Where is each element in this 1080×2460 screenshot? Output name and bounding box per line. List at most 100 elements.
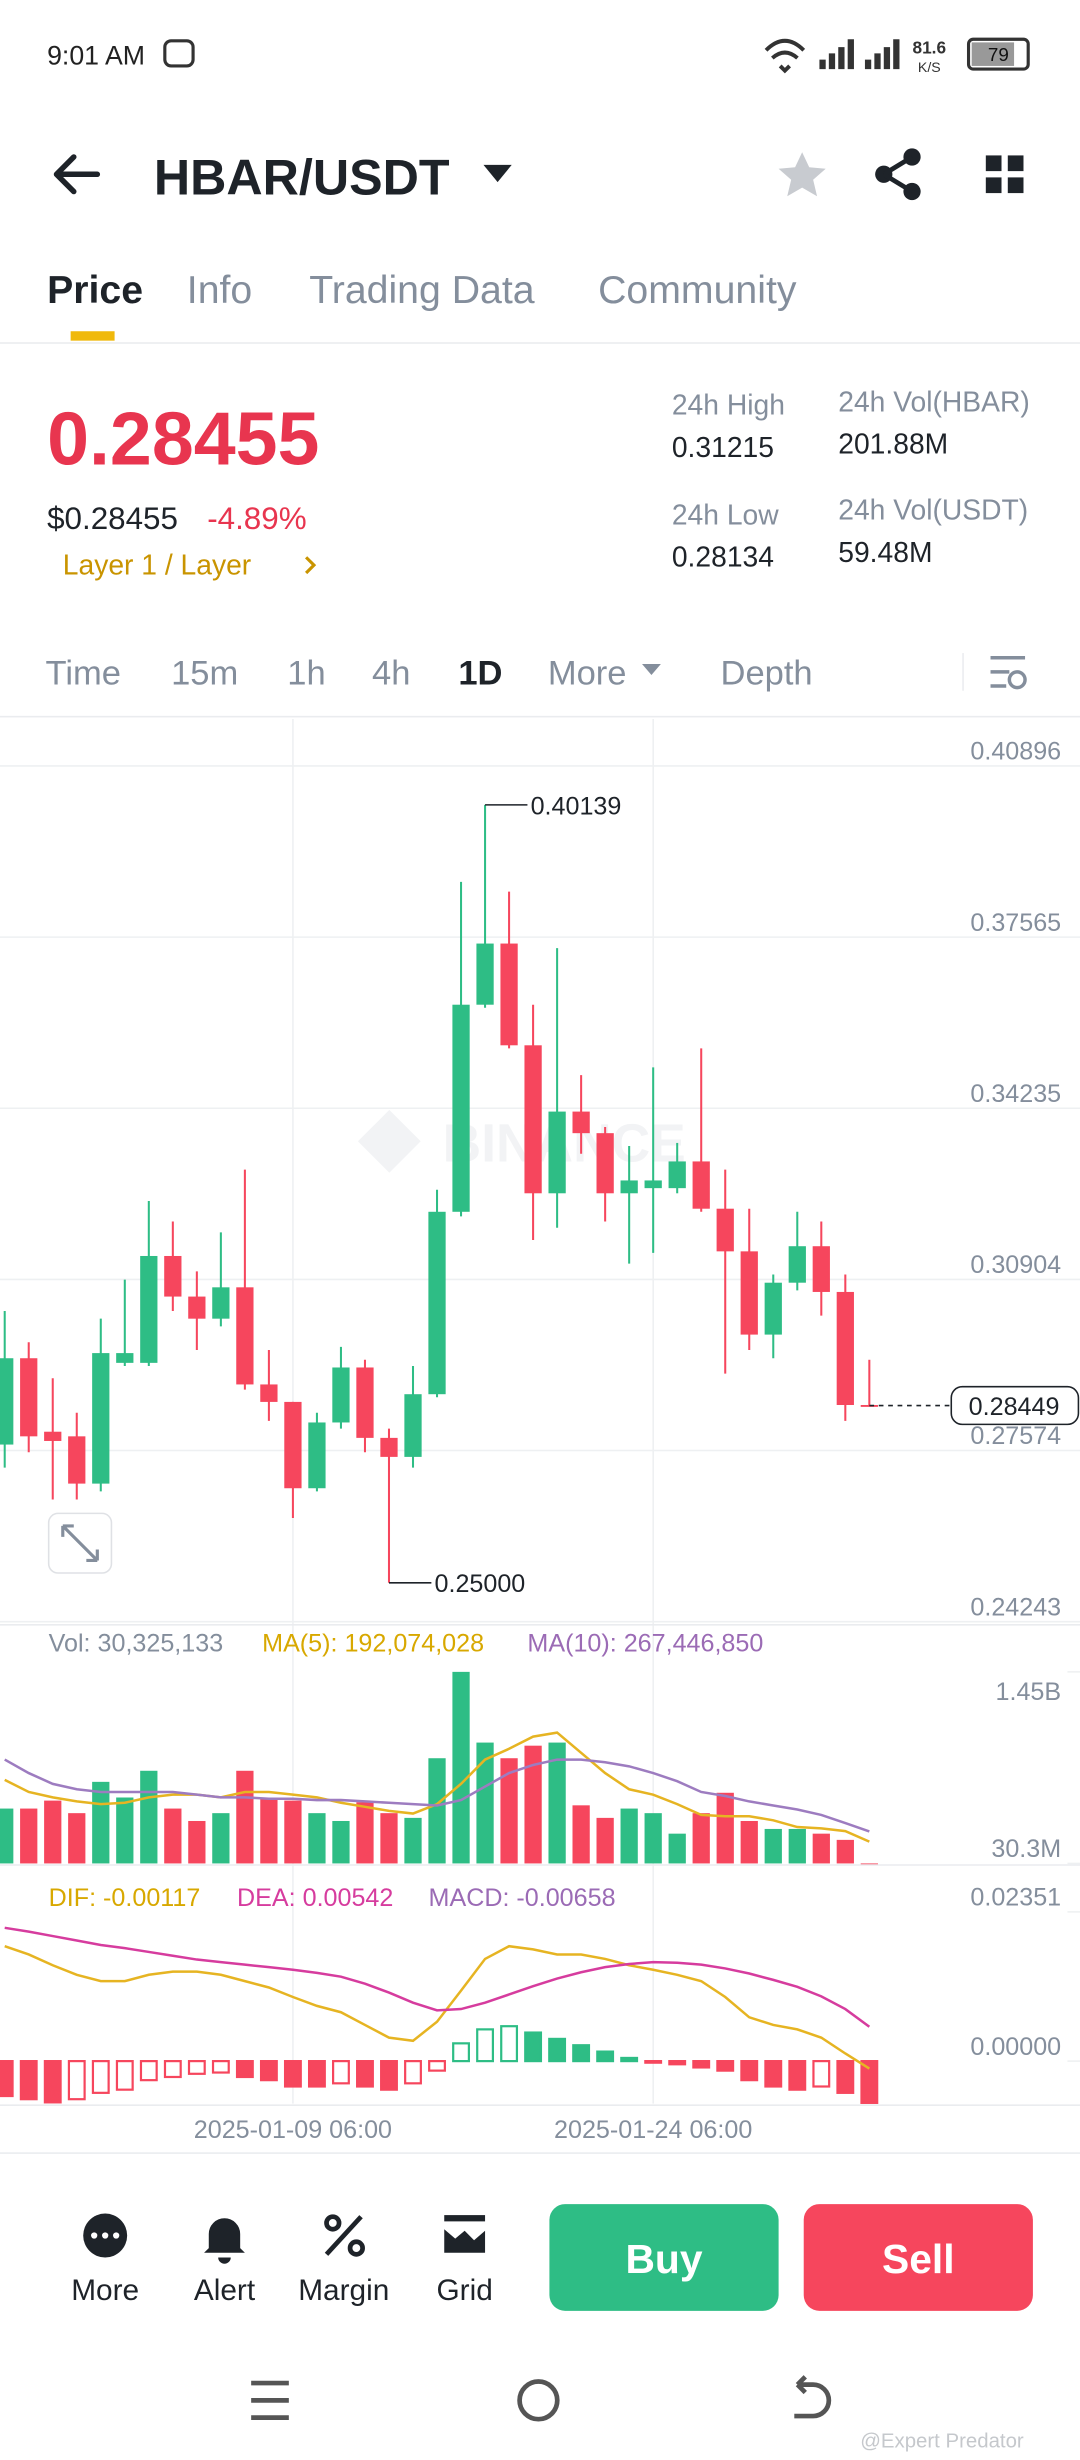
sector-arrow[interactable]: [304, 556, 317, 575]
x-tick-label: 2025-01-24 06:00: [554, 2116, 752, 2144]
macd-bar: [476, 2028, 495, 2063]
volume-bar: [740, 1820, 758, 1864]
volume-bar: [428, 1758, 446, 1864]
interval[interactable]: Time: [46, 654, 121, 692]
candle-body: [452, 1004, 470, 1212]
ma5-line: [4, 1731, 870, 1843]
macd-bar: [596, 2050, 615, 2063]
candle-body: [68, 1436, 86, 1484]
share-button[interactable]: [875, 148, 921, 201]
macd-bar: [211, 2060, 230, 2074]
more-caret[interactable]: [642, 664, 661, 676]
macd-bar: [644, 2060, 663, 2064]
candle-body: [836, 1291, 854, 1405]
macd-bar: [163, 2060, 182, 2079]
legend-text: DIF: -0.00117: [49, 1884, 201, 1912]
volume-bar: [548, 1742, 566, 1864]
macd-bar: [692, 2060, 711, 2069]
macd-bar: [452, 2042, 470, 2063]
candle-body: [788, 1246, 806, 1283]
sector-tag[interactable]: Layer 1 / Layer: [63, 549, 251, 581]
volume-bar: [44, 1800, 62, 1864]
interval[interactable]: 4h: [372, 654, 410, 692]
candle-body: [212, 1287, 230, 1319]
volume-bar: [596, 1817, 614, 1864]
nav-menu[interactable]: [251, 2380, 289, 2420]
candle-body: [260, 1384, 278, 1402]
sell-button[interactable]: [803, 2204, 1033, 2311]
x-tick-label: 2025-01-09 06:00: [194, 2116, 392, 2144]
candle-body: [692, 1161, 710, 1209]
candle-body: [164, 1255, 182, 1297]
macd-bar: [235, 2060, 254, 2079]
candle-body: [188, 1296, 206, 1319]
macd-bar: [307, 2060, 326, 2088]
volume-bar: [404, 1817, 422, 1864]
chart-area: 2025-01-09 06:00 2025-01-24 06:00 0.40896 0…: [0, 719, 1080, 2144]
ma10-line: [4, 1758, 870, 1833]
extreme-label: 0.40139: [531, 792, 622, 820]
volume-bar: [356, 1802, 374, 1864]
interval-active[interactable]: 1D: [458, 654, 502, 692]
buy-button[interactable]: [549, 2204, 779, 2311]
tab[interactable]: Trading Data: [309, 268, 535, 312]
grid-icon[interactable]: [444, 2215, 486, 2253]
macd-bar: [91, 2060, 110, 2094]
macd-bar: [836, 2060, 855, 2094]
interval[interactable]: 1h: [287, 654, 325, 692]
volume-bar: [140, 1770, 158, 1864]
volume-bar: [212, 1813, 230, 1864]
layout-button[interactable]: [985, 155, 1024, 194]
action-label[interactable]: Margin: [298, 2274, 389, 2307]
last-price-box: [950, 1385, 1080, 1426]
net-unit: K/S: [918, 59, 941, 75]
y-tick-label: 30.3M: [991, 1835, 1061, 1863]
back-button[interactable]: [53, 154, 101, 195]
volume-bar: [116, 1797, 134, 1864]
price-change: -4.89%: [207, 501, 306, 536]
last-price-label: 0.28449: [969, 1393, 1060, 1421]
y-tick-label: 0.37565: [970, 909, 1061, 937]
fullscreen-icon[interactable]: [61, 1524, 99, 1563]
tab[interactable]: Info: [187, 268, 252, 312]
stat-label: 24h High: [672, 388, 785, 420]
nav-home[interactable]: [517, 2379, 560, 2422]
volume-bar: [68, 1813, 86, 1864]
alert-icon[interactable]: [204, 2218, 245, 2264]
buy-label[interactable]: Buy: [625, 2236, 702, 2282]
margin-icon[interactable]: [324, 2214, 365, 2257]
last-price: 0.28455: [47, 397, 319, 481]
macd-bar: [716, 2060, 735, 2072]
interval[interactable]: Depth: [721, 654, 813, 692]
divider: [0, 2152, 1080, 2154]
interval[interactable]: 15m: [171, 654, 238, 692]
macd-bar: [764, 2060, 783, 2088]
action-label[interactable]: Alert: [194, 2274, 256, 2307]
volume-bar: [476, 1742, 494, 1864]
volume-bar: [524, 1745, 542, 1864]
pair-title[interactable]: HBAR/USDT: [154, 150, 450, 206]
sell-label[interactable]: Sell: [882, 2236, 955, 2282]
volume-bar: [812, 1833, 830, 1864]
interval[interactable]: More: [548, 654, 627, 692]
favorite-star[interactable]: [778, 152, 826, 197]
macd-bar: [500, 2025, 519, 2063]
chart-settings[interactable]: [990, 656, 1027, 690]
volume-bar: [572, 1805, 590, 1864]
candle-body: [572, 1111, 590, 1134]
action-label[interactable]: Grid: [436, 2274, 492, 2307]
more-icon[interactable]: [83, 2213, 128, 2258]
pair-dropdown[interactable]: [483, 164, 512, 183]
macd-bar: [668, 2060, 687, 2066]
volume-bar: [500, 1758, 518, 1864]
tab-active[interactable]: Price: [47, 268, 143, 312]
macd-bar: [0, 2060, 14, 2098]
macd-bar: [740, 2060, 759, 2082]
y-tick-label: 0.40896: [970, 738, 1061, 766]
nav-back[interactable]: [794, 2375, 832, 2419]
action-label[interactable]: More: [71, 2274, 139, 2307]
volume-bar: [860, 1863, 878, 1866]
macd-bar: [428, 2060, 446, 2072]
tab[interactable]: Community: [598, 268, 797, 312]
